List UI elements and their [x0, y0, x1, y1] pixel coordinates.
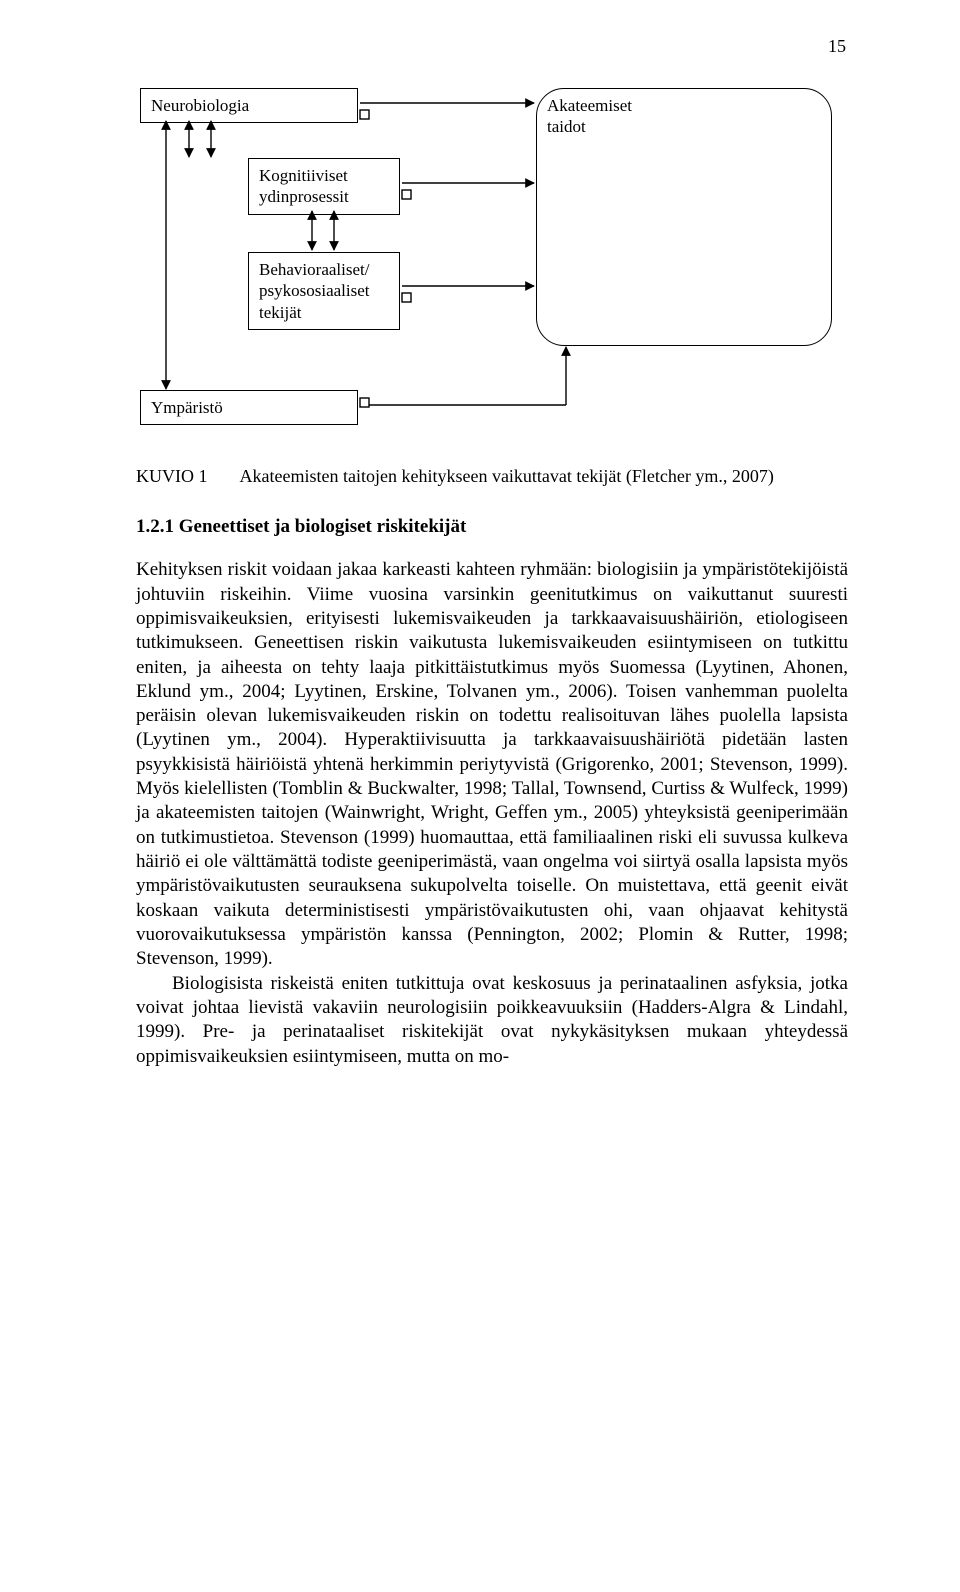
diagram-area: Neurobiologia Kognitiiviset ydinprosessi…	[136, 80, 836, 460]
section-heading: 1.2.1 Geneettiset ja biologiset riskitek…	[136, 516, 848, 538]
figure-label: KUVIO 1	[136, 464, 236, 488]
page-number: 15	[828, 36, 846, 57]
paragraph-2: Biologisista riskeistä eniten tutkittuja…	[136, 972, 848, 1069]
diagram-svg	[136, 80, 836, 460]
figure-caption: KUVIO 1 Akateemisten taitojen kehityksee…	[136, 464, 848, 488]
paragraph-1: Kehityksen riskit voidaan jakaa karkeast…	[136, 558, 848, 971]
body-text: Kehityksen riskit voidaan jakaa karkeast…	[136, 558, 848, 1069]
figure-caption-text: Akateemisten taitojen kehitykseen vaikut…	[240, 466, 774, 486]
